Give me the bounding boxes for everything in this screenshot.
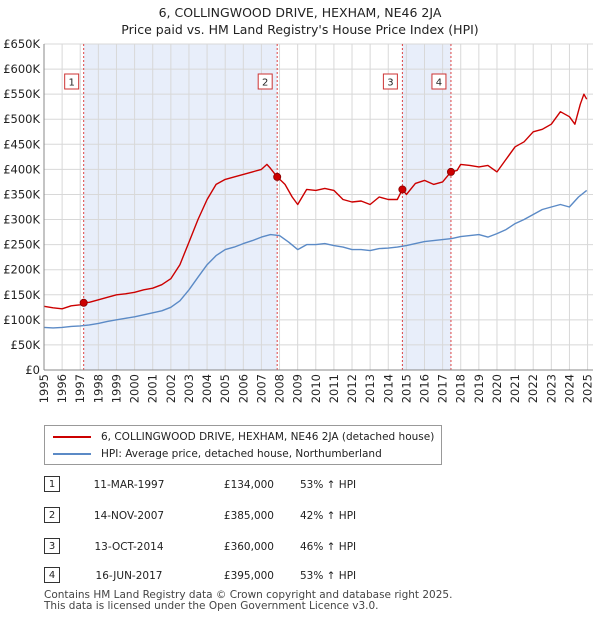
sale-point-marker: [273, 172, 282, 181]
y-tick-label: £250K: [3, 238, 40, 252]
transaction-hpi: 42% ↑ HPI: [300, 510, 357, 522]
legend-swatch-hpi: [53, 453, 91, 455]
transaction-date: 14-NOV-2007: [93, 510, 165, 522]
legend-label-hpi: HPI: Average price, detached house, Nort…: [101, 448, 382, 460]
x-tick-label: 2011: [327, 374, 341, 403]
transaction-number: 3: [44, 538, 60, 554]
title-line-2: Price paid vs. HM Land Registry's House …: [121, 22, 479, 37]
transaction-number: 4: [44, 567, 60, 583]
x-tick-label: 2022: [526, 374, 540, 403]
sale-label-number: 2: [262, 78, 268, 89]
transaction-price: £360,000: [223, 541, 274, 553]
transaction-hpi: 53% ↑ HPI: [300, 479, 357, 491]
x-tick-label: 1999: [109, 374, 123, 403]
x-tick-label: 2018: [454, 374, 468, 403]
x-tick-label: 1996: [55, 374, 69, 403]
transaction-price: £385,000: [223, 510, 274, 522]
sale-label-number: 3: [387, 78, 393, 89]
sale-labels: 1 2 3 4: [64, 73, 447, 90]
x-tick-label: 2017: [436, 374, 450, 403]
x-tick-label: 2005: [218, 374, 232, 403]
sale-markers: [79, 167, 455, 307]
transaction-number: 2: [44, 507, 60, 523]
x-tick-label: 2020: [490, 374, 504, 403]
x-tick-label: 2002: [164, 374, 178, 403]
x-tick-label: 2014: [381, 374, 395, 403]
x-tick-label: 2024: [562, 374, 576, 403]
footer-copyright: Contains HM Land Registry data © Crown c…: [44, 589, 453, 601]
legend-swatch-property: [53, 436, 91, 438]
shaded-period: [402, 44, 451, 370]
y-tick-label: £350K: [3, 187, 40, 201]
x-tick-label: 2008: [273, 374, 287, 403]
price-chart: 1 2 3 4 £0 £50K £100K £150K £200K £250K £300K £350…: [3, 37, 594, 403]
x-tick-label: 2007: [254, 374, 268, 403]
y-tick-label: £400K: [3, 162, 40, 176]
y-tick-label: £550K: [3, 87, 40, 101]
sale-point-marker: [446, 167, 455, 176]
sale-point-marker: [79, 298, 88, 307]
transaction-price: £395,000: [223, 570, 274, 582]
sale-label-number: 4: [436, 78, 442, 89]
x-tick-label: 2000: [128, 374, 142, 403]
x-tick-label: 2019: [472, 374, 486, 403]
y-tick-label: £600K: [3, 62, 40, 76]
hpi-line: [43, 189, 588, 329]
x-tick-label: 2009: [291, 374, 305, 403]
y-tick-label: £300K: [3, 213, 40, 227]
property-price-line: [43, 93, 588, 310]
x-tick-label: 1998: [91, 374, 105, 403]
series-lines: [43, 93, 588, 329]
grid-lines: [43, 43, 593, 371]
shaded-period: [83, 44, 278, 370]
x-tick-label: 2001: [146, 374, 160, 403]
x-tick-label: 2012: [345, 374, 359, 403]
sale-label-box: [431, 73, 447, 90]
sale-label-box: [64, 73, 80, 90]
x-tick-label: 2006: [236, 374, 250, 403]
y-tick-label: £450K: [3, 137, 40, 151]
y-tick-label: £200K: [3, 263, 40, 277]
legend-item-property: 6, COLLINGWOOD DRIVE, HEXHAM, NE46 2JA (…: [53, 429, 434, 445]
x-tick-label: 2013: [363, 374, 377, 403]
x-tick-label: 2023: [544, 374, 558, 403]
x-tick-label: 2004: [200, 374, 214, 403]
y-tick-label: £650K: [3, 37, 40, 51]
y-tick-label: £50K: [11, 338, 41, 352]
x-tick-label: 2016: [417, 374, 431, 403]
legend: 6, COLLINGWOOD DRIVE, HEXHAM, NE46 2JA (…: [44, 425, 442, 465]
sale-label-box: [257, 73, 273, 90]
x-tick-label: 1995: [37, 374, 51, 403]
transaction-date: 16-JUN-2017: [95, 570, 163, 582]
shaded-periods: [44, 44, 593, 370]
sale-label-box: [382, 73, 398, 90]
y-tick-label: £500K: [3, 112, 40, 126]
title-line-1: 6, COLLINGWOOD DRIVE, HEXHAM, NE46 2JA: [158, 5, 442, 20]
transaction-price: £134,000: [223, 479, 274, 491]
x-tick-label: 2021: [508, 374, 522, 403]
transaction-number: 1: [44, 476, 60, 492]
transaction-hpi: 46% ↑ HPI: [300, 541, 357, 553]
transaction-date: 11-MAR-1997: [93, 479, 165, 491]
transaction-hpi: 53% ↑ HPI: [300, 570, 357, 582]
transaction-date: 13-OCT-2014: [94, 541, 164, 553]
chart-title: 6, COLLINGWOOD DRIVE, HEXHAM, NE46 2JA P…: [0, 4, 600, 38]
footer: Contains HM Land Registry data © Crown c…: [44, 590, 452, 612]
y-tick-label: £0: [25, 363, 40, 377]
x-tick-label: 2010: [309, 374, 323, 403]
x-tick-label: 2025: [581, 374, 595, 403]
sale-label-number: 1: [68, 78, 74, 89]
x-tick-label: 2015: [399, 374, 413, 403]
footer-licence: This data is licensed under the Open Gov…: [44, 600, 379, 612]
y-tick-label: £100K: [3, 313, 40, 327]
x-tick-label: 1997: [73, 374, 87, 403]
x-tick-label: 2003: [182, 374, 196, 403]
legend-label-property: 6, COLLINGWOOD DRIVE, HEXHAM, NE46 2JA (…: [101, 431, 435, 443]
sale-point-marker: [398, 185, 407, 194]
y-tick-label: £150K: [3, 288, 40, 302]
axes: £0 £50K £100K £150K £200K £250K £300K £350K £400…: [3, 37, 594, 403]
legend-item-hpi: HPI: Average price, detached house, Nort…: [53, 446, 382, 462]
